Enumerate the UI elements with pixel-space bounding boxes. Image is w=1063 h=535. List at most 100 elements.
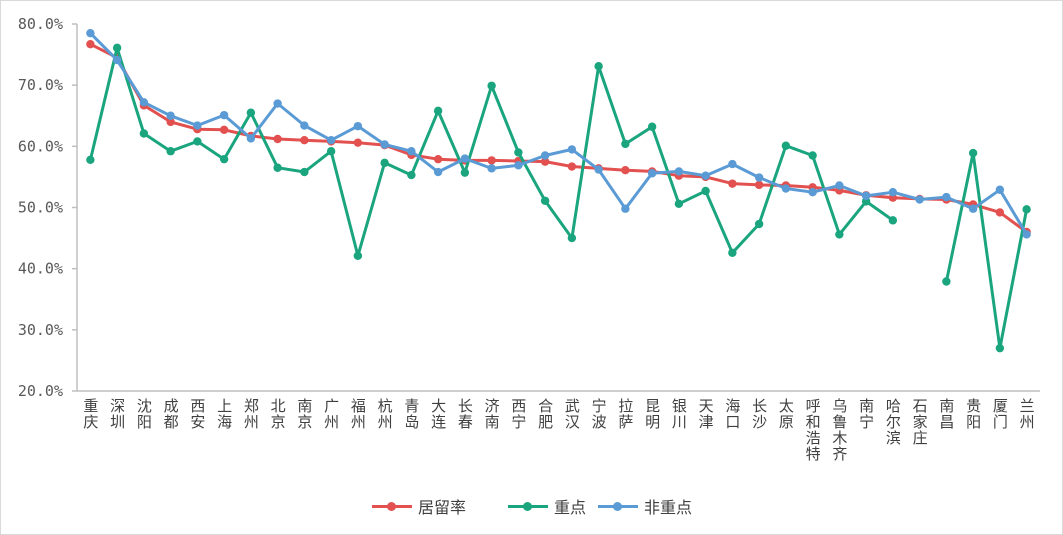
data-point: [219, 125, 229, 135]
data-point: [193, 137, 202, 146]
data-point: [781, 141, 791, 150]
data-point: [621, 204, 630, 213]
data-point: [326, 136, 336, 145]
data-point: [246, 108, 256, 117]
legend-item: 非重点: [598, 494, 692, 518]
data-point: [300, 136, 309, 145]
data-point: [380, 140, 389, 149]
data-point: [915, 195, 924, 204]
data-point: [353, 138, 363, 147]
series-2: [86, 28, 1031, 239]
data-point: [540, 157, 550, 166]
y-tick-label: 40.0%: [18, 260, 63, 278]
legend-item: 居留率: [372, 494, 466, 518]
data-point: [647, 169, 657, 178]
y-tick-label: 80.0%: [18, 15, 63, 33]
x-tick-label: 杭州: [376, 398, 394, 430]
x-tick-label: 拉萨: [616, 398, 634, 430]
x-tick-label: 青岛: [402, 398, 420, 430]
x-tick-label: 北京: [269, 398, 287, 430]
series-1: [86, 43, 1031, 353]
data-point: [112, 43, 122, 53]
data-point: [674, 199, 684, 209]
data-point: [754, 219, 764, 229]
data-point: [460, 154, 470, 163]
data-point: [219, 110, 229, 120]
data-point: [166, 117, 175, 127]
y-tick-label: 60.0%: [18, 137, 63, 155]
x-tick-label: 昆明: [643, 398, 661, 430]
data-point: [487, 164, 496, 173]
data-point: [1022, 205, 1031, 214]
data-point: [835, 230, 844, 239]
data-point: [594, 165, 603, 174]
x-tick-label: 西安: [188, 398, 206, 430]
data-point: [888, 188, 898, 197]
y-tick-label: 30.0%: [18, 321, 63, 339]
data-point: [273, 99, 282, 108]
x-tick-label: 长沙: [750, 398, 768, 430]
legend-marker-icon: [372, 496, 412, 516]
data-point: [219, 154, 229, 164]
data-point: [273, 134, 282, 144]
data-point: [567, 233, 577, 243]
x-tick-label: 合肥: [536, 398, 554, 430]
x-tick-label: 上海: [215, 398, 233, 430]
data-point: [968, 148, 978, 158]
data-point: [166, 111, 175, 120]
x-tick-label: 海口: [723, 398, 741, 430]
x-tick-label: 武汉: [563, 398, 581, 430]
data-point: [942, 277, 951, 286]
data-point: [701, 186, 710, 196]
legend-item: 重点: [508, 494, 586, 518]
x-tick-label: 长春: [456, 398, 474, 430]
data-point: [995, 208, 1005, 217]
legend-marker-icon: [508, 496, 548, 516]
data-point: [433, 167, 443, 177]
data-point: [166, 147, 175, 156]
y-tick-label: 20.0%: [18, 382, 63, 400]
x-tick-label: 石家庄: [911, 398, 929, 446]
x-tick-label: 太原: [777, 398, 795, 430]
data-point: [300, 167, 309, 177]
data-point: [407, 170, 416, 180]
data-point: [139, 129, 149, 138]
data-point: [942, 192, 951, 202]
data-point: [594, 62, 603, 71]
data-point: [808, 188, 817, 197]
data-point: [647, 122, 657, 131]
x-tick-label: 深圳: [108, 398, 126, 430]
x-tick-label: 福州: [349, 398, 367, 430]
series-line: [89, 32, 1028, 236]
data-point: [888, 216, 898, 225]
data-point: [407, 147, 416, 156]
x-tick-label: 大连: [429, 398, 447, 430]
data-point: [460, 168, 470, 177]
data-point: [835, 181, 844, 190]
data-point: [86, 155, 95, 164]
data-point: [701, 171, 710, 180]
data-point: [193, 121, 202, 130]
legend-label: 重点: [554, 498, 587, 517]
data-point: [86, 39, 95, 49]
data-point: [567, 162, 577, 171]
data-point: [621, 165, 630, 175]
x-tick-label: 天津: [697, 398, 715, 430]
x-tick-label: 南昌: [937, 398, 955, 430]
y-tick-label: 70.0%: [18, 76, 63, 94]
data-point: [380, 158, 389, 168]
x-tick-label: 郑州: [242, 398, 260, 430]
data-point: [487, 156, 496, 165]
x-tick-label: 南京: [295, 398, 313, 430]
series-0: [86, 39, 1031, 237]
data-point: [728, 248, 737, 257]
x-tick-label: 沈阳: [135, 398, 153, 430]
data-point: [433, 154, 443, 164]
x-tick-label: 重庆: [81, 398, 99, 430]
data-point: [112, 55, 122, 65]
data-point: [861, 191, 871, 201]
data-point: [353, 121, 363, 131]
data-point: [621, 139, 630, 149]
legend-marker-icon: [598, 496, 638, 516]
